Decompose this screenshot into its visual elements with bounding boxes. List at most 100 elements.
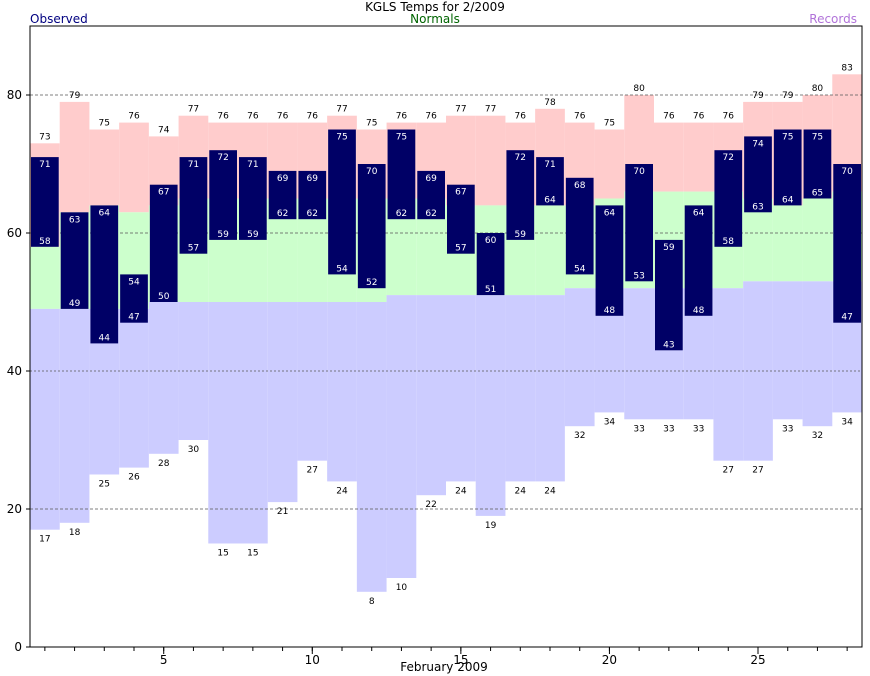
observed-bar — [387, 129, 416, 220]
observed-low-label: 52 — [366, 278, 377, 288]
record-low-label: 33 — [782, 424, 793, 434]
observed-high-label: 75 — [336, 133, 347, 143]
observed-low-label: 44 — [99, 333, 111, 343]
record-high-label: 75 — [99, 119, 110, 129]
record-low-label: 33 — [633, 424, 644, 434]
normal-band — [743, 198, 773, 282]
chart-title: KGLS Temps for 2/2009 — [365, 0, 505, 14]
observed-high-label: 63 — [69, 215, 80, 225]
record-high-label: 75 — [366, 119, 377, 129]
observed-low-label: 57 — [455, 244, 466, 254]
record-low-label: 28 — [158, 459, 170, 469]
observed-high-label: 71 — [39, 160, 50, 170]
observed-bar — [803, 129, 832, 199]
observed-bar — [833, 164, 861, 323]
observed-low-label: 59 — [247, 230, 259, 240]
observed-low-label: 64 — [544, 195, 556, 205]
record-high-label: 73 — [39, 132, 50, 142]
observed-bar — [90, 205, 119, 344]
observed-bar — [447, 184, 475, 254]
record-high-label: 76 — [307, 112, 319, 122]
record-high-label: 79 — [752, 91, 764, 101]
record-low-label: 30 — [188, 445, 200, 455]
record-high-label: 76 — [425, 112, 437, 122]
grid-layer — [30, 94, 862, 510]
observed-high-label: 71 — [188, 160, 199, 170]
observed-bar — [506, 150, 535, 240]
normal-band — [535, 205, 565, 296]
record-low-band — [713, 288, 744, 461]
record-high-band — [594, 129, 625, 199]
record-low-label: 24 — [544, 486, 556, 496]
record-low-label: 32 — [812, 431, 823, 441]
observed-high-label: 60 — [485, 236, 497, 246]
record-low-band — [208, 302, 238, 544]
record-high-label: 76 — [396, 112, 408, 122]
observed-low-label: 59 — [515, 230, 527, 240]
record-low-label: 25 — [99, 480, 110, 490]
x-tick-label: 25 — [750, 653, 765, 667]
record-high-label: 76 — [128, 112, 140, 122]
record-high-band — [119, 122, 149, 213]
record-high-label: 80 — [812, 84, 824, 94]
record-low-band — [564, 288, 595, 427]
observed-low-label: 48 — [604, 306, 616, 316]
x-tick-label: 15 — [453, 653, 468, 667]
record-high-label: 76 — [277, 112, 289, 122]
observed-high-label: 75 — [812, 133, 823, 143]
record-low-label: 21 — [277, 507, 288, 517]
observed-bar — [476, 233, 505, 296]
observed-low-label: 57 — [188, 244, 199, 254]
observed-bar — [655, 239, 683, 351]
record-high-label: 80 — [633, 84, 645, 94]
record-high-label: 76 — [217, 112, 229, 122]
observed-high-label: 64 — [693, 208, 705, 218]
observed-bar — [239, 157, 267, 240]
y-tick-label: 20 — [7, 502, 22, 516]
observed-bar — [268, 170, 297, 220]
observed-high-label: 64 — [604, 208, 616, 218]
observed-high-label: 67 — [455, 188, 466, 198]
legend-records: Records — [809, 12, 857, 26]
observed-bar — [120, 274, 148, 323]
observed-high-label: 74 — [752, 139, 764, 149]
record-high-label: 79 — [782, 91, 794, 101]
record-high-band — [654, 122, 684, 192]
record-labels-layer: 73 17 79 18 75 25 76 26 74 28 77 30 76 15 76 15 76 21 76 27… — [39, 63, 853, 607]
legend-observed: Observed — [30, 12, 88, 26]
observed-low-label: 62 — [425, 209, 436, 219]
record-low-label: 32 — [574, 431, 585, 441]
observed-low-label: 54 — [574, 264, 586, 274]
observed-bar — [60, 212, 89, 309]
normal-band — [30, 246, 60, 309]
observed-high-label: 71 — [247, 160, 258, 170]
observed-high-label: 59 — [663, 243, 675, 253]
record-low-label: 15 — [247, 549, 258, 559]
observed-high-label: 75 — [782, 133, 793, 143]
record-low-band — [267, 302, 298, 503]
observed-low-label: 59 — [217, 230, 229, 240]
x-axis-label: February 2009 — [400, 660, 488, 674]
record-high-label: 77 — [336, 105, 347, 115]
record-low-band — [297, 302, 328, 461]
record-low-label: 24 — [336, 486, 348, 496]
record-low-label: 33 — [663, 424, 674, 434]
observed-bar — [209, 150, 237, 240]
observed-high-label: 67 — [158, 188, 169, 198]
record-high-band — [475, 115, 506, 206]
record-high-label: 76 — [247, 112, 259, 122]
record-low-label: 8 — [369, 597, 375, 607]
observed-high-label: 75 — [396, 133, 407, 143]
plot-frame — [29, 25, 863, 648]
record-low-band — [772, 281, 803, 420]
observed-low-label: 47 — [128, 313, 139, 323]
record-low-label: 26 — [128, 473, 140, 483]
record-low-label: 27 — [723, 466, 734, 476]
record-low-band — [356, 302, 387, 592]
observed-low-label: 48 — [693, 306, 705, 316]
observed-low-label: 64 — [782, 195, 794, 205]
observed-bar — [357, 164, 386, 289]
observed-bar — [298, 170, 327, 220]
record-low-label: 17 — [39, 535, 50, 545]
